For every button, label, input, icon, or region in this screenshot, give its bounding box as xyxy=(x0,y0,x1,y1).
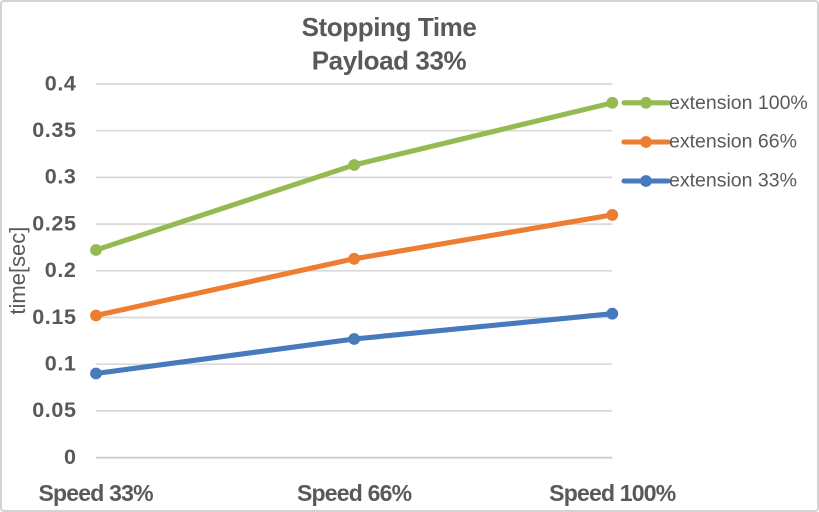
svg-text:0.25: 0.25 xyxy=(32,211,76,235)
svg-text:0.3: 0.3 xyxy=(45,165,77,189)
svg-text:Speed 100%: Speed 100% xyxy=(549,480,676,506)
svg-text:0.4: 0.4 xyxy=(45,71,77,95)
svg-text:time[sec]: time[sec] xyxy=(5,227,30,315)
svg-text:extension 66%: extension 66% xyxy=(669,130,797,152)
svg-text:Stopping Time: Stopping Time xyxy=(302,12,477,42)
svg-text:0.35: 0.35 xyxy=(32,118,76,142)
svg-text:0.05: 0.05 xyxy=(32,398,76,422)
svg-text:extension 33%: extension 33% xyxy=(669,169,797,191)
svg-text:Payload 33%: Payload 33% xyxy=(312,46,467,76)
svg-text:0: 0 xyxy=(64,445,77,469)
svg-text:Speed 33%: Speed 33% xyxy=(38,480,153,506)
svg-text:extension 100%: extension 100% xyxy=(669,92,808,114)
svg-text:0.2: 0.2 xyxy=(45,258,77,282)
svg-text:Speed 66%: Speed 66% xyxy=(297,480,412,506)
svg-text:0.1: 0.1 xyxy=(45,352,77,376)
svg-text:0.15: 0.15 xyxy=(32,305,76,329)
